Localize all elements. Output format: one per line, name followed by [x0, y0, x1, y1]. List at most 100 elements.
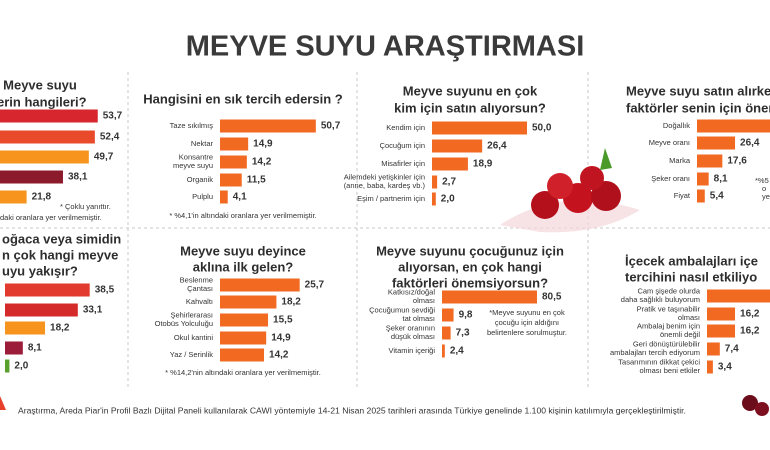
category-label: Okul kantini [174, 333, 214, 342]
category-label: Konsantre [179, 153, 213, 162]
value-label: 14,9 [253, 139, 273, 150]
bar [442, 308, 454, 322]
panel-title: Meyve suyu [3, 77, 77, 92]
value-label: 21,8 [32, 192, 52, 203]
bar [5, 303, 78, 317]
panel-title: Meyve suyu deyince [180, 243, 306, 258]
category-label: daha sağlıklı buluyorum [621, 295, 700, 304]
category-label: Ambalaj benim için [637, 322, 700, 331]
value-label: 14,2 [269, 350, 289, 361]
footer: Araştırma, Areda Piar'in Profil Bazlı Di… [18, 405, 686, 415]
note: ye [762, 192, 770, 201]
bar [220, 190, 228, 204]
bar [432, 121, 527, 135]
bar [0, 130, 95, 144]
category-label: Çantası [187, 284, 213, 293]
bar [5, 321, 46, 335]
bar [220, 155, 247, 169]
bar [697, 172, 709, 186]
panel-title: faktörler senin için önem [626, 100, 770, 115]
value-label: 14,2 [252, 157, 272, 168]
bar [707, 289, 770, 303]
bar [432, 157, 468, 171]
category-label: Misafirler için [381, 159, 425, 168]
value-label: 26,4 [740, 138, 760, 149]
note: * %14,2'nin altındaki oranlara yer veril… [165, 368, 321, 377]
value-label: 2,7 [442, 177, 456, 188]
bar [0, 170, 63, 184]
panel-title: Meyve suyunu en çok [403, 83, 538, 98]
bar [220, 137, 249, 151]
value-label: 26,4 [487, 141, 507, 152]
panel-title: alıyorsan, en çok hangi [398, 259, 542, 274]
value-label: 2,4 [450, 346, 464, 357]
panel-title: n çok hangi meyve [2, 247, 118, 262]
value-label: 53,7 [103, 111, 123, 122]
category-label: ambalajları tercih ediyorum [610, 348, 700, 357]
value-label: 50,0 [532, 123, 552, 134]
category-label: Cam şişede olurda [637, 287, 700, 296]
note: *%5 [755, 176, 769, 185]
value-label: 49,7 [94, 152, 114, 163]
value-label: 18,9 [473, 159, 493, 170]
value-label: 33,1 [83, 305, 103, 316]
category-label: (anne, baba, kardeş vb.) [344, 181, 426, 190]
category-label: Geri dönüştürülebilir [633, 340, 701, 349]
category-label: tat olması [402, 314, 435, 323]
bar [442, 326, 451, 340]
bar [5, 283, 90, 297]
category-label: Taze sıkılmış [170, 121, 214, 130]
bar [697, 119, 770, 133]
value-label: 38,5 [95, 285, 115, 296]
category-label: Beslenme [180, 276, 213, 285]
bar [220, 173, 242, 187]
category-label: Meyve oranı [649, 138, 690, 147]
category-label: Şeker oranının [386, 324, 435, 333]
bar [5, 341, 23, 355]
panel-title: faktörleri önemsiyorsun? [392, 275, 548, 290]
panel-title: kim için satın alıyorsun? [394, 100, 546, 115]
value-label: 18,2 [281, 297, 301, 308]
bar [707, 324, 736, 338]
value-label: 7,3 [456, 328, 470, 339]
category-label: Çocuğum için [380, 141, 425, 150]
value-label: 2,0 [441, 194, 455, 205]
bar [442, 344, 445, 358]
value-label: 5,4 [710, 191, 724, 202]
category-label: Ailemdeki yetişkinler için [344, 173, 425, 182]
category-label: Otobüs Yolculuğu [155, 319, 213, 328]
bar [220, 348, 265, 362]
bar [697, 136, 736, 150]
value-label: 8,1 [714, 174, 728, 185]
value-label: 15,5 [273, 315, 293, 326]
bar [0, 150, 89, 164]
bar [220, 278, 300, 292]
bar [432, 139, 483, 153]
panel-title: İçecek ambalajları içe [625, 253, 758, 268]
category-label: Nektar [191, 139, 214, 148]
category-label: Tasarımının dikkat çekici [618, 358, 700, 367]
bar [0, 109, 98, 123]
bar [432, 192, 436, 206]
category-label: Marka [669, 156, 691, 165]
value-label: 38,1 [68, 172, 88, 183]
value-label: 7,4 [725, 344, 739, 355]
category-label: Katkısız/doğal [388, 288, 435, 297]
value-label: 9,8 [459, 310, 473, 321]
bar [0, 190, 27, 204]
category-label: olması [413, 296, 435, 305]
value-label: 11,5 [247, 175, 266, 186]
value-label: 16,2 [740, 326, 760, 337]
category-label: Vitamin içeriği [388, 346, 435, 355]
note: * %4,1'in altındaki oranlara yer verilme… [169, 211, 316, 220]
bar [697, 189, 705, 203]
category-label: Eşim / partnerim için [357, 194, 425, 203]
category-label: Yaz / Serinlik [170, 350, 213, 359]
category-label: Çocuğumun sevdiği [369, 306, 435, 315]
category-label: Doğallık [663, 121, 690, 130]
bar [707, 342, 720, 356]
bar [697, 154, 723, 168]
category-label: Fiyat [674, 191, 691, 200]
